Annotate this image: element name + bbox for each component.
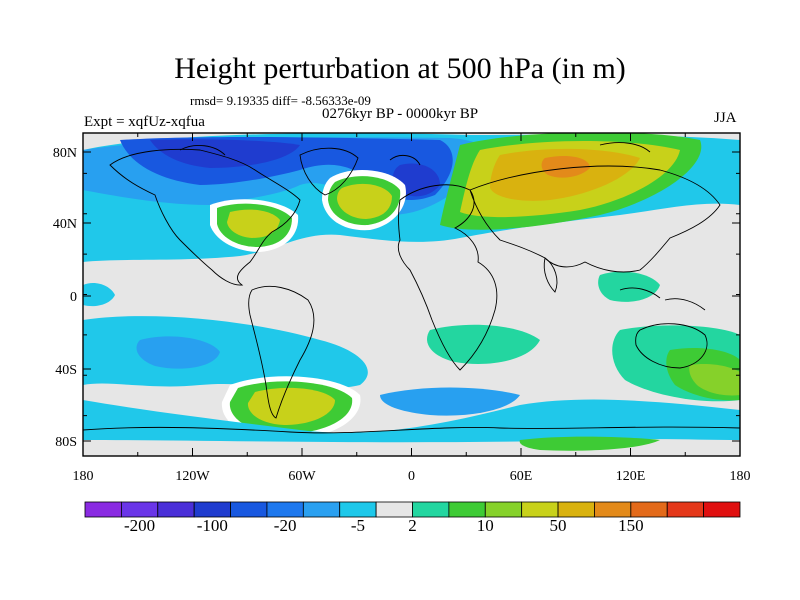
lon-tick-label: 120W — [175, 469, 210, 484]
colorbar-label: 50 — [549, 516, 567, 535]
colorbar-box — [193, 501, 231, 518]
colorbar-box — [557, 501, 595, 518]
south-lime-east — [689, 363, 740, 396]
arctic-islands-coast — [179, 142, 651, 166]
colorbar-label: 10 — [476, 516, 494, 535]
south-yellow — [247, 387, 335, 425]
colorbar-label: 150 — [618, 516, 644, 535]
asia-coast — [469, 165, 721, 273]
contour-field — [83, 133, 740, 456]
australia-coast — [635, 323, 708, 369]
axis-tick-labels: 80N 40N 0 40S 80S 180 120W 60W 0 60E 120E 180 — [53, 146, 751, 484]
north-america-coast — [109, 148, 301, 286]
rmsd-stats: rmsd= 9.19335 diff= -8.56333e-09 — [190, 93, 371, 108]
colorbar-box — [521, 501, 559, 518]
axis-ticks — [82, 132, 741, 457]
colorbar-label: -200 — [123, 516, 156, 535]
antarctic-green-patch — [519, 436, 660, 451]
period-label: 0276kyr BP - 0000kyr BP — [322, 106, 479, 122]
colorbar-box — [594, 501, 632, 518]
europe-africa-coast — [397, 184, 498, 371]
atlantic-yellow — [337, 183, 392, 219]
coastlines — [83, 142, 740, 434]
lat-tick-label: 80N — [53, 146, 77, 161]
namerica-yellow — [227, 209, 280, 238]
tropic-teal-india — [598, 271, 660, 302]
colorbar-box — [230, 501, 268, 518]
colorbar-label: -5 — [350, 516, 365, 535]
greenland-coast — [299, 147, 359, 196]
antarctic-mid-blue — [380, 387, 520, 416]
colorbar-box — [84, 501, 122, 518]
lon-tick-label: 120E — [616, 469, 646, 484]
tropic-teal-west — [83, 283, 115, 307]
colorbar-box — [375, 501, 413, 518]
colorbar — [84, 501, 741, 518]
colorbar-box — [302, 501, 341, 518]
season-label: JJA — [714, 110, 737, 126]
south-light-blue-band — [83, 316, 368, 389]
colorbar-label: 2 — [408, 516, 417, 535]
colorbar-box — [666, 501, 705, 518]
lon-tick-label: 60E — [510, 469, 533, 484]
south-america-coast — [248, 286, 315, 419]
lat-tick-label: 40S — [55, 363, 77, 378]
lat-tick-label: 80S — [55, 435, 77, 450]
south-pacific-blue-blob — [136, 336, 220, 369]
colorbar-box — [339, 501, 377, 518]
colorbar-box — [448, 501, 486, 518]
colorbar-label: -100 — [196, 516, 228, 535]
plot-title: Height perturbation at 500 hPa (in m) — [174, 52, 626, 85]
colorbar-box — [266, 501, 304, 518]
lat-tick-label: 0 — [70, 290, 77, 305]
colorbar-label: -20 — [273, 516, 297, 535]
lon-tick-label: 180 — [73, 469, 94, 484]
antarctica-coast — [83, 426, 740, 434]
lat-tick-label: 40N — [53, 217, 77, 232]
colorbar-box — [120, 501, 159, 518]
india-coast — [543, 257, 558, 293]
lon-tick-label: 0 — [408, 469, 415, 484]
experiment-label: Expt = xqfUz-xqfua — [84, 114, 205, 130]
lon-tick-label: 60W — [288, 469, 316, 484]
colorbar-box — [157, 501, 195, 518]
lon-tick-label: 180 — [730, 469, 751, 484]
colorbar-box — [412, 501, 450, 518]
colorbar-box — [484, 501, 523, 518]
colorbar-box — [630, 501, 668, 518]
indonesia-coast — [619, 287, 706, 311]
south-teal-band — [427, 324, 540, 364]
north-navy-core-2 — [150, 139, 300, 168]
eurasia-orange — [541, 156, 590, 178]
colorbar-box — [703, 501, 741, 518]
